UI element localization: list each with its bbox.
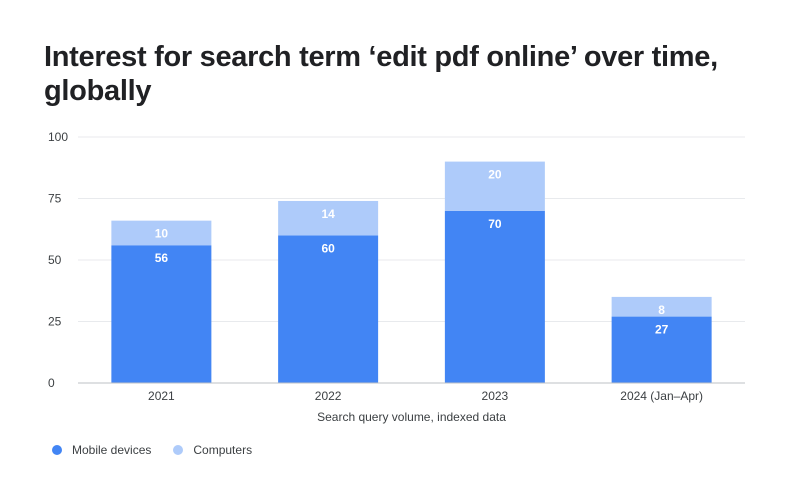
bar-computers-2 bbox=[444, 161, 545, 211]
bars: 56 10 60 14 70 20 27 8 bbox=[111, 161, 712, 383]
value-label-mobile-0: 56 bbox=[155, 251, 169, 265]
y-tick-label-75: 75 bbox=[48, 192, 62, 206]
value-label-mobile-2: 70 bbox=[488, 217, 502, 231]
value-label-mobile-1: 60 bbox=[321, 241, 335, 255]
value-label-computers-0: 10 bbox=[155, 227, 169, 241]
value-label-computers-1: 14 bbox=[321, 207, 335, 221]
bar-mobile-1 bbox=[278, 235, 379, 383]
legend-swatch-mobile bbox=[52, 445, 62, 455]
legend-swatch-computers bbox=[173, 445, 184, 455]
value-label-mobile-3: 27 bbox=[655, 323, 669, 337]
x-axis-title: Search query volume, indexed data bbox=[317, 410, 506, 424]
bar-computers-3 bbox=[611, 296, 712, 317]
x-tick-label-2: 2023 bbox=[482, 389, 509, 403]
bar-mobile-3 bbox=[611, 316, 712, 383]
bar-mobile-0 bbox=[111, 245, 212, 383]
value-label-computers-2: 20 bbox=[488, 168, 502, 182]
y-tick-label-100: 100 bbox=[48, 130, 68, 144]
y-axis-ticks: 0 25 50 75 100 bbox=[48, 130, 68, 390]
x-tick-label-1: 2022 bbox=[315, 389, 342, 403]
value-label-computers-3: 8 bbox=[658, 303, 665, 317]
legend-label-mobile: Mobile devices bbox=[72, 443, 152, 457]
bar-mobile-2 bbox=[444, 210, 545, 383]
x-tick-label-0: 2021 bbox=[148, 389, 175, 403]
y-tick-label-50: 50 bbox=[48, 253, 62, 267]
bar-computers-1 bbox=[278, 200, 379, 236]
x-axis-ticks: 2021 2022 2023 2024 (Jan–Apr) bbox=[148, 389, 703, 403]
legend: Mobile devices Computers bbox=[52, 443, 274, 457]
legend-item-computers: Computers bbox=[173, 443, 252, 457]
y-tick-label-25: 25 bbox=[48, 315, 62, 329]
y-tick-label-0: 0 bbox=[48, 376, 55, 390]
x-tick-label-3: 2024 (Jan–Apr) bbox=[620, 389, 703, 403]
chart-title: Interest for search term ‘edit pdf onlin… bbox=[44, 41, 718, 107]
legend-item-mobile: Mobile devices bbox=[52, 443, 151, 457]
legend-label-computers: Computers bbox=[193, 443, 253, 457]
bar-computers-0 bbox=[111, 220, 212, 246]
